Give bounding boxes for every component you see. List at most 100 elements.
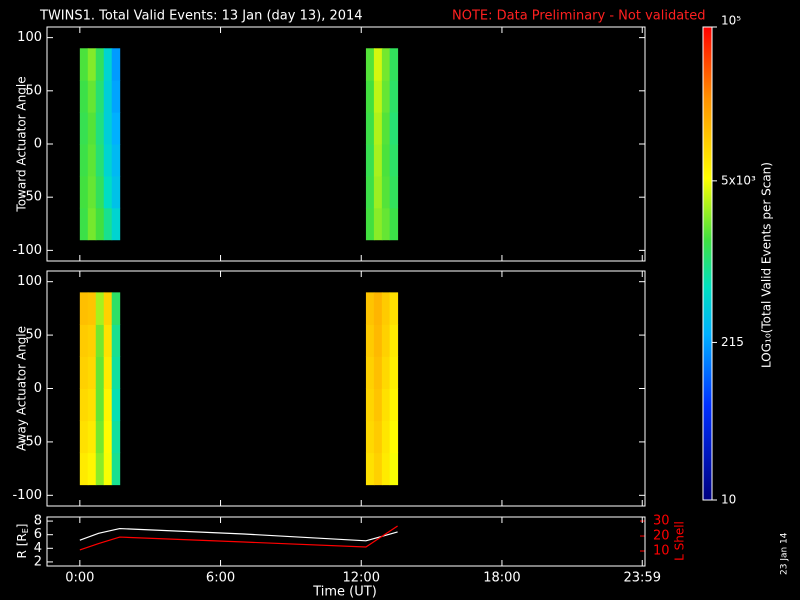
heatmap-cell	[87, 48, 97, 81]
heatmap-cell	[389, 48, 399, 81]
heatmap-cell	[381, 48, 391, 81]
heatmap-cell	[79, 324, 89, 357]
y-axis-label-part: ]	[15, 524, 29, 529]
y2-tick-label: 30	[653, 514, 670, 529]
heatmap-cell	[111, 452, 121, 486]
heatmap-cell	[95, 324, 105, 357]
y-tick-label: 0	[34, 137, 42, 152]
heatmap-cell	[95, 292, 105, 325]
heatmap-cell	[95, 452, 105, 486]
heatmap-cell	[103, 144, 113, 177]
panel-frame	[46, 270, 646, 507]
heatmap-cell	[103, 207, 113, 241]
y-tick-label: 0	[34, 381, 42, 396]
heatmap-cell	[381, 356, 391, 389]
heatmap-cell	[79, 452, 89, 486]
heatmap-cell	[373, 144, 383, 177]
heatmap-cell	[95, 80, 105, 113]
y-axis-label-part: R [R	[15, 533, 29, 558]
heatmap-cell	[103, 80, 113, 113]
heatmap-cell	[365, 292, 375, 325]
heatmap-cell	[389, 175, 399, 209]
date-stamp: 23 Jan 14	[780, 532, 790, 575]
x-tick-label: 18:00	[483, 571, 520, 586]
heatmap-cell	[103, 388, 113, 422]
y-tick-label: 100	[17, 30, 42, 45]
heatmap-cell	[111, 356, 121, 389]
y-tick-label: 6	[34, 527, 42, 542]
heatmap-cell	[389, 324, 399, 357]
heatmap-cell	[79, 144, 89, 177]
heatmap-cell	[389, 112, 399, 145]
heatmap-cell	[111, 144, 121, 177]
heatmap-cell	[111, 420, 121, 454]
heatmap-cell	[381, 112, 391, 145]
note: NOTE: Data Preliminary - Not validated	[452, 9, 706, 24]
colorbar-tick-label: 215	[721, 335, 744, 349]
heatmap-cell	[95, 207, 105, 241]
heatmap-cell	[111, 48, 121, 81]
colorbar-tick-label: 5x10³	[721, 173, 756, 187]
heatmap-cell	[79, 356, 89, 389]
heatmap-cell	[381, 420, 391, 454]
y-tick-label: 8	[34, 514, 42, 529]
y-axis-label-part: E	[21, 528, 30, 533]
colorbar-tick-label: 10	[721, 493, 736, 507]
heatmap-cell	[103, 356, 113, 389]
y-axis-label: Toward Actuator Angle	[15, 76, 29, 212]
heatmap-cell	[389, 292, 399, 325]
heatmap-cell	[111, 175, 121, 209]
heatmap-cell	[87, 144, 97, 177]
heatmap-cell	[365, 48, 375, 81]
heatmap-cell	[95, 356, 105, 389]
heatmap-cell	[103, 324, 113, 357]
heatmap-cell	[87, 452, 97, 486]
colorbar-tick-label: 10⁵	[721, 14, 741, 28]
heatmap-cell	[111, 112, 121, 145]
heatmap-cell	[95, 48, 105, 81]
line-series	[79, 525, 398, 551]
heatmap-cell	[87, 388, 97, 422]
colorbar	[702, 26, 713, 501]
heatmap-cell	[95, 144, 105, 177]
heatmap-cell	[87, 324, 97, 357]
heatmap-cell	[373, 324, 383, 357]
heatmap-cell	[381, 292, 391, 325]
y-axis-label: R [RE]	[15, 524, 30, 559]
heatmap-cell	[87, 292, 97, 325]
heatmap-cell	[365, 324, 375, 357]
y-axis-label: Away Actuator Angle	[15, 326, 29, 451]
panel-frame	[46, 516, 646, 567]
heatmap-cell	[111, 207, 121, 241]
heatmap-cell	[365, 112, 375, 145]
heatmap-cell	[389, 356, 399, 389]
y-tick-label: 2	[34, 554, 42, 569]
y2-tick-label: 10	[653, 544, 670, 559]
x-tick-label: 23:59	[624, 571, 661, 586]
heatmap-cell	[87, 420, 97, 454]
heatmap-cell	[365, 175, 375, 209]
heatmap-cell	[103, 48, 113, 81]
heatmap-cell	[365, 388, 375, 422]
x-tick-label: 0:00	[65, 571, 94, 586]
heatmap-cell	[95, 112, 105, 145]
heatmap-cell	[79, 420, 89, 454]
heatmap-cell	[95, 420, 105, 454]
heatmap-cell	[381, 175, 391, 209]
heatmap-cell	[103, 420, 113, 454]
heatmap-cell	[381, 452, 391, 486]
heatmap-cell	[373, 48, 383, 81]
heatmap-cell	[373, 292, 383, 325]
y-tick-label: 50	[25, 328, 42, 343]
heatmap-cell	[111, 388, 121, 422]
heatmap-cell	[79, 292, 89, 325]
heatmap-cell	[381, 324, 391, 357]
heatmap-cell	[87, 356, 97, 389]
heatmap-cell	[365, 207, 375, 241]
heatmap-cell	[103, 175, 113, 209]
y-tick-label: 4	[34, 541, 42, 556]
y-tick-label: 100	[17, 274, 42, 289]
heatmap-cell	[373, 175, 383, 209]
heatmap-cell	[87, 175, 97, 209]
heatmap-cell	[389, 388, 399, 422]
